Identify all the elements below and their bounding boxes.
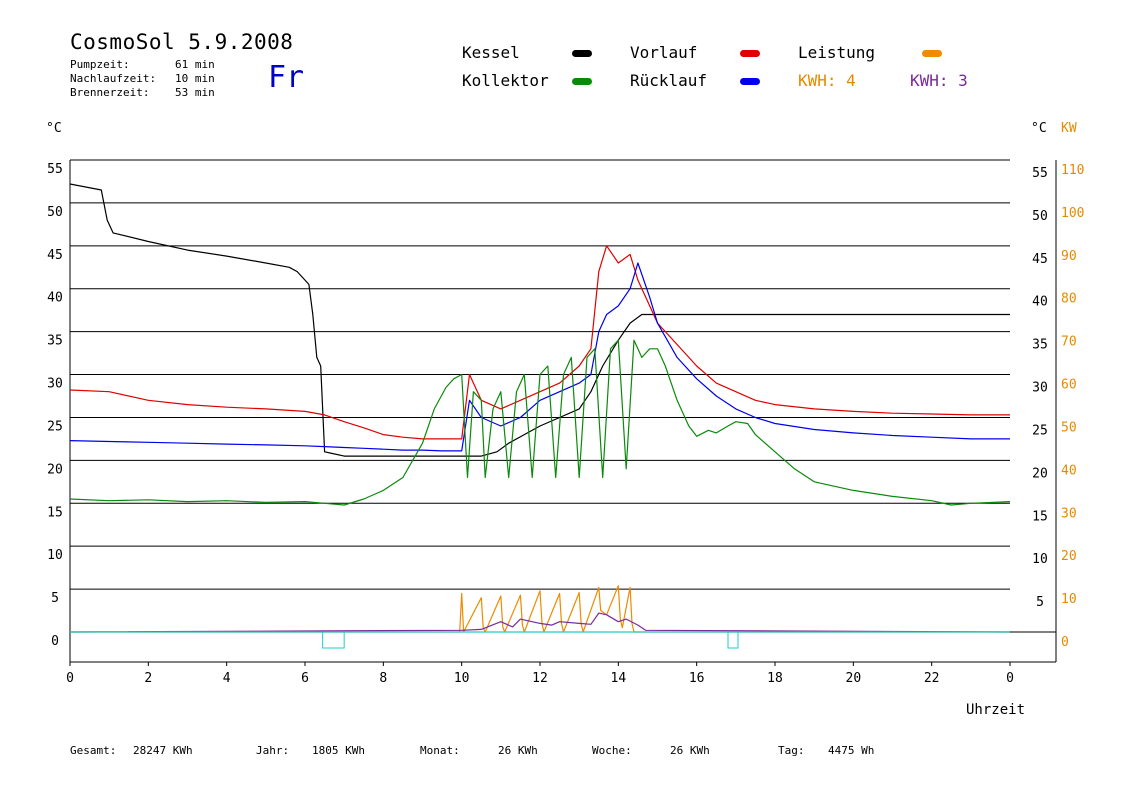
y-tick-label-right-c: 5 xyxy=(1036,595,1044,610)
series-layer xyxy=(69,183,1011,649)
x-tick-label: 20 xyxy=(846,671,862,686)
series-line-kollektor xyxy=(69,339,1011,506)
left-axis-unit: °C xyxy=(46,121,62,136)
pump-box-1 xyxy=(727,631,739,649)
x-tick-label: 0 xyxy=(66,671,74,686)
y-tick-label-left: 55 xyxy=(47,162,63,177)
footer-jahr-value: 1805 KWh xyxy=(312,744,365,757)
legend-kwh2-value: 3 xyxy=(958,71,968,90)
legend-kwh2-label: KWH: 3 xyxy=(910,71,968,90)
pump-box-0 xyxy=(322,631,345,649)
footer-jahr-label: Jahr: xyxy=(256,744,290,757)
legend-kwh1-value: 4 xyxy=(846,71,856,90)
footer-tag-value: 4475 Wh xyxy=(828,744,875,757)
legend-ruecklauf-swatch xyxy=(740,78,760,85)
x-tick-label: 12 xyxy=(532,671,548,686)
legend-leistung-swatch xyxy=(922,50,942,57)
series-line-r-cklauf xyxy=(69,262,1010,452)
x-tick-label: 10 xyxy=(454,671,470,686)
y-tick-label-left: 30 xyxy=(47,377,63,392)
y-tick-label-right-kw: 100 xyxy=(1061,206,1084,221)
legend-kollektor-label: Kollektor xyxy=(462,71,549,90)
y-tick-label-right-kw: 10 xyxy=(1061,592,1077,607)
y-tick-label-right-kw: 50 xyxy=(1061,420,1077,435)
y-tick-label-right-kw: 0 xyxy=(1061,635,1069,650)
right-axis-unit-c: °C xyxy=(1031,121,1047,136)
series-line-kwh-3 xyxy=(69,612,1011,633)
legend-kwh2-text: KWH: xyxy=(910,71,949,90)
x-tick-label: 6 xyxy=(301,671,309,686)
x-tick-label: 18 xyxy=(767,671,783,686)
footer-gesamt-value: 28247 KWh xyxy=(133,744,193,757)
footer-woche-value: 26 KWh xyxy=(670,744,710,757)
y-tick-label-right-c: 30 xyxy=(1032,381,1048,396)
legend-kessel-swatch xyxy=(572,50,592,57)
footer-woche-label: Woche: xyxy=(592,744,632,757)
legend-kollektor-swatch xyxy=(572,78,592,85)
y-tick-label-right-c: 15 xyxy=(1032,509,1048,524)
y-tick-label-right-kw: 90 xyxy=(1061,249,1077,264)
y-tick-label-left: 20 xyxy=(47,462,63,477)
legend-vorlauf-label: Vorlauf xyxy=(630,43,698,62)
x-tick-label: 0 xyxy=(1006,671,1014,686)
x-tick-label: 4 xyxy=(223,671,231,686)
right-axis-unit-kw: KW xyxy=(1061,121,1077,136)
y-tick-label-left: 0 xyxy=(51,634,59,649)
info-label-brennerzeit: Brennerzeit: xyxy=(70,86,150,99)
weekday-label: Fr xyxy=(268,60,305,95)
legend-kwh1-label: KWH: 4 xyxy=(798,71,856,90)
x-tick-label: 8 xyxy=(379,671,387,686)
x-tick-label: 14 xyxy=(611,671,627,686)
legend-vorlauf-swatch xyxy=(740,50,760,57)
y-tick-label-right-c: 55 xyxy=(1032,166,1048,181)
chart-title: CosmoSol 5.9.2008 xyxy=(70,30,294,54)
grid-layer xyxy=(69,159,1057,663)
y-tick-label-right-c: 25 xyxy=(1032,423,1048,438)
y-tick-label-left: 50 xyxy=(47,205,63,220)
y-tick-label-right-kw: 30 xyxy=(1061,506,1077,521)
info-label-pumpzeit: Pumpzeit: xyxy=(70,58,130,71)
legend-leistung-label: Leistung xyxy=(798,43,876,62)
legend-kwh1-text: KWH: xyxy=(798,71,837,90)
series-line-leistung xyxy=(70,585,1010,633)
footer-monat-value: 26 KWh xyxy=(498,744,538,757)
info-value-brennerzeit: 53 min xyxy=(175,86,215,99)
y-tick-label-right-c: 35 xyxy=(1032,338,1048,353)
y-tick-label-right-c: 45 xyxy=(1032,252,1048,267)
info-value-pumpzeit: 61 min xyxy=(175,58,215,71)
y-tick-label-right-kw: 110 xyxy=(1061,163,1084,178)
legend-kessel-label: Kessel xyxy=(462,43,520,62)
footer-monat-label: Monat: xyxy=(420,744,460,757)
y-tick-label-right-kw: 20 xyxy=(1061,549,1077,564)
y-tick-label-left: 10 xyxy=(47,548,63,563)
y-tick-label-right-kw: 70 xyxy=(1061,335,1077,350)
info-value-nachlaufzeit: 10 min xyxy=(175,72,215,85)
y-tick-label-right-kw: 60 xyxy=(1061,378,1077,393)
y-tick-label-left: 15 xyxy=(47,505,63,520)
series-line-vorlauf xyxy=(69,245,1010,440)
y-tick-label-right-kw: 80 xyxy=(1061,292,1077,307)
y-tick-label-left: 5 xyxy=(51,591,59,606)
y-tick-label-right-c: 40 xyxy=(1032,295,1048,310)
x-tick-label: 22 xyxy=(924,671,940,686)
y-tick-label-right-kw: 40 xyxy=(1061,463,1077,478)
x-tick-label: 16 xyxy=(689,671,705,686)
footer-gesamt-label: Gesamt: xyxy=(70,744,117,757)
series-line-kessel xyxy=(69,183,1010,457)
x-axis-label: Uhrzeit xyxy=(966,702,1026,718)
y-tick-label-right-c: 20 xyxy=(1032,466,1048,481)
legend-ruecklauf-label: Rücklauf xyxy=(630,71,708,90)
y-tick-label-right-c: 50 xyxy=(1032,209,1048,224)
y-tick-label-left: 40 xyxy=(47,291,63,306)
x-tick-label: 2 xyxy=(144,671,152,686)
y-tick-label-left: 25 xyxy=(47,419,63,434)
tick-layer: 0 2 4 6 8 10 12 14 16 18 20 22 005101520253035404550… xyxy=(47,162,1084,686)
y-tick-label-left: 45 xyxy=(47,248,63,263)
info-label-nachlaufzeit: Nachlaufzeit: xyxy=(70,72,157,85)
y-tick-label-left: 35 xyxy=(47,334,63,349)
footer-tag-label: Tag: xyxy=(778,744,805,757)
y-tick-label-right-c: 10 xyxy=(1032,552,1048,567)
